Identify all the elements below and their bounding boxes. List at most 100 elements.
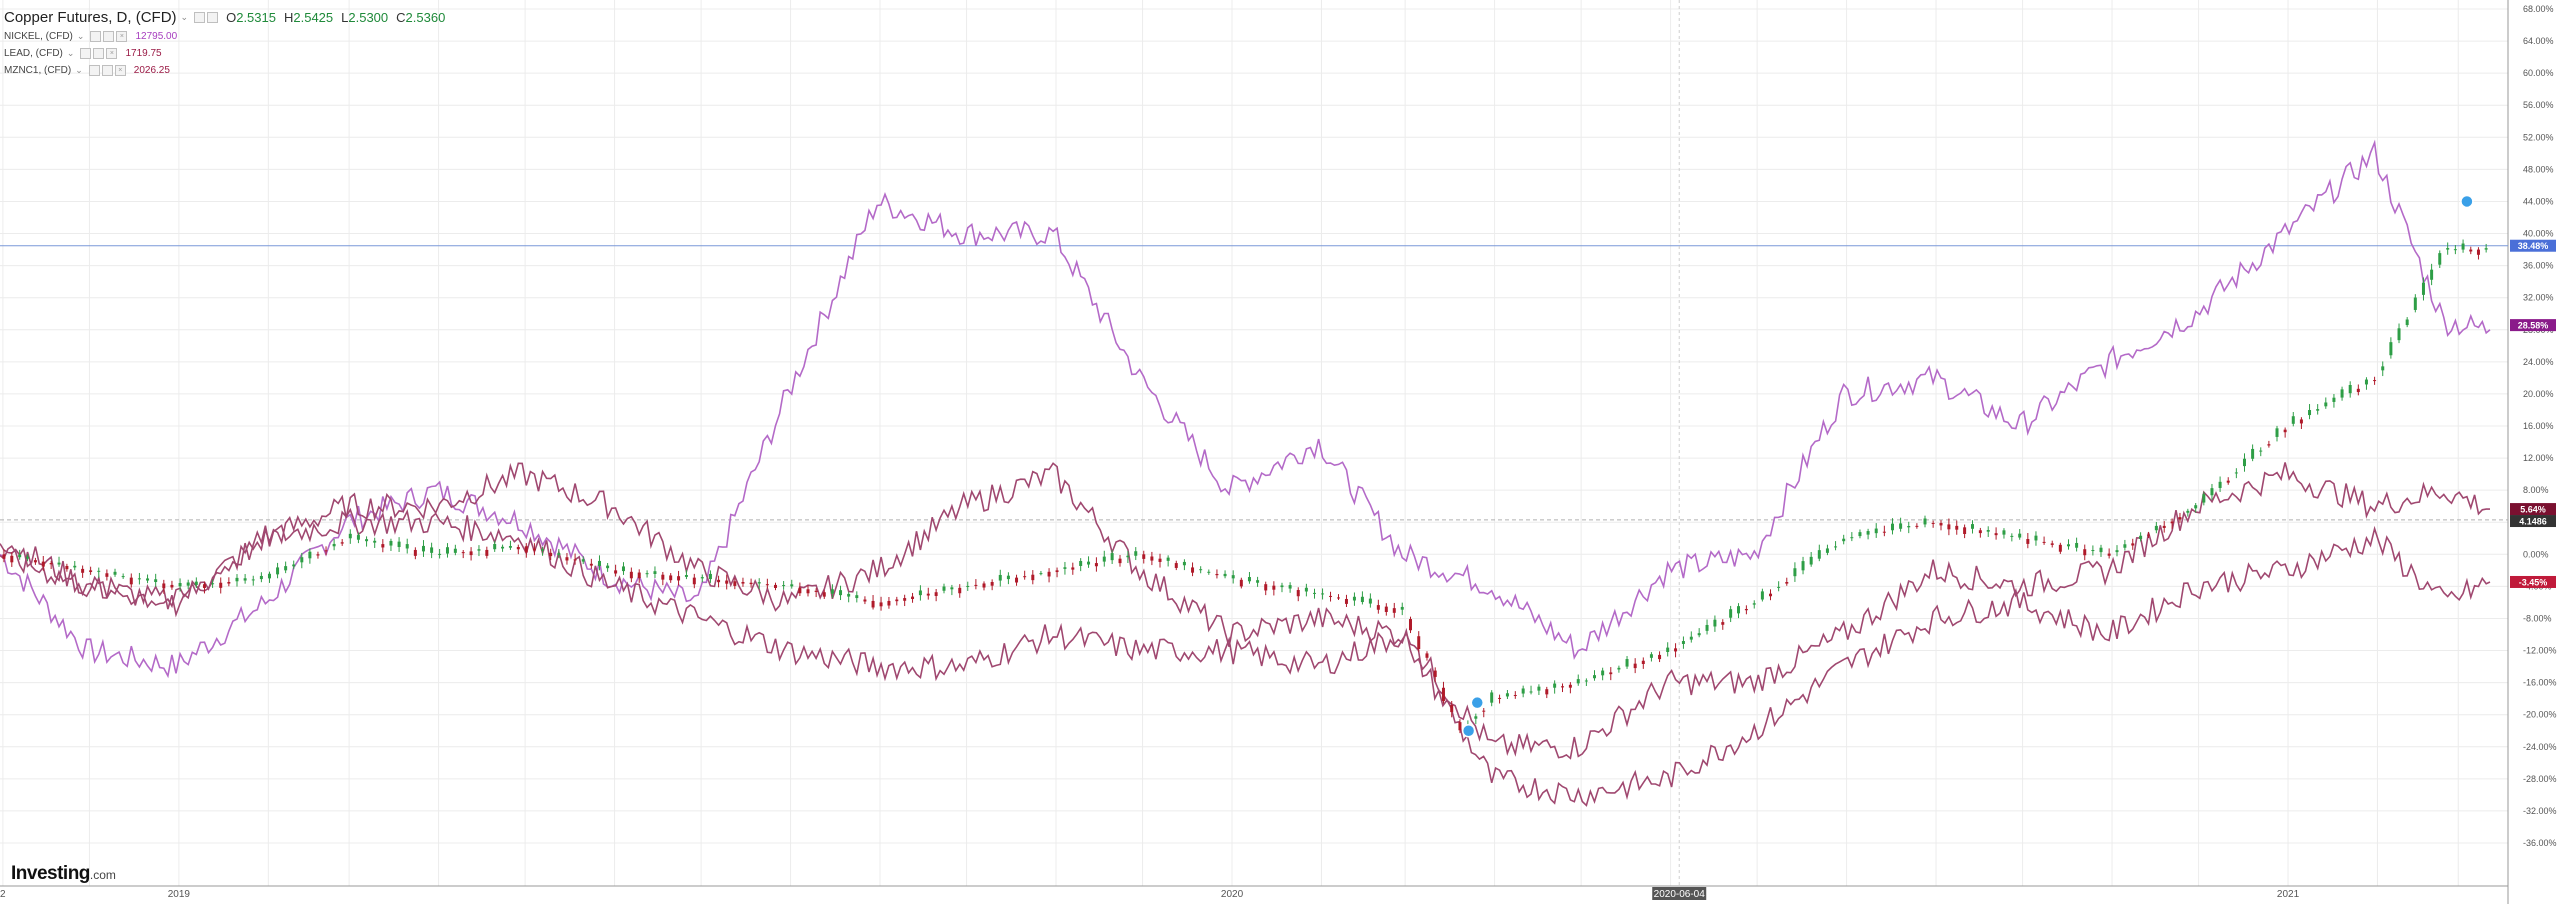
candle-body bbox=[2461, 243, 2465, 250]
candle-body bbox=[501, 546, 505, 549]
candle-body bbox=[2324, 402, 2328, 407]
candle-body bbox=[1970, 524, 1974, 529]
visibility-icon[interactable] bbox=[194, 11, 206, 23]
legend-zinc-row: MZNC1, (CFD) ⌄ × 2026.25 bbox=[4, 62, 453, 79]
candle-body bbox=[438, 553, 442, 555]
candle-body bbox=[1376, 605, 1380, 610]
candle-body bbox=[597, 560, 601, 566]
candle-body bbox=[847, 593, 851, 597]
candle-body bbox=[1223, 573, 1227, 577]
series-controls: × bbox=[88, 65, 128, 76]
candle-body bbox=[830, 589, 834, 594]
candle-body bbox=[1079, 560, 1083, 566]
candle-body bbox=[2091, 550, 2095, 552]
candle-body bbox=[1482, 710, 1486, 712]
close-icon[interactable]: × bbox=[106, 48, 118, 59]
candle-body bbox=[2018, 533, 2022, 538]
candle-body bbox=[1785, 582, 1789, 584]
candle-body bbox=[332, 543, 336, 547]
open-value: O2.5315 bbox=[226, 9, 276, 25]
chevron-down-icon[interactable]: ⌄ bbox=[75, 65, 83, 75]
candle-body bbox=[1760, 591, 1764, 600]
candle-body bbox=[2283, 429, 2287, 433]
candle-body bbox=[1978, 530, 1982, 534]
candle-body bbox=[839, 590, 843, 596]
candle-body bbox=[1744, 608, 1748, 611]
y-tick-label: 16.00% bbox=[2523, 421, 2554, 431]
x-tick-label: 2019 bbox=[168, 889, 191, 900]
candle-body bbox=[1890, 523, 1894, 531]
candle-body bbox=[2170, 521, 2174, 524]
zinc-symbol-label[interactable]: MZNC1, (CFD) bbox=[4, 65, 72, 76]
candle-body bbox=[300, 557, 304, 563]
candle-body bbox=[1094, 563, 1098, 567]
copper-badge-box bbox=[2510, 239, 2556, 252]
close-icon[interactable]: × bbox=[116, 31, 128, 42]
candle-body bbox=[1360, 596, 1364, 603]
candle-body bbox=[259, 575, 263, 580]
candle-body bbox=[2234, 472, 2238, 474]
visibility-icon[interactable] bbox=[88, 65, 100, 76]
candle-body bbox=[1102, 556, 1106, 562]
candle-body bbox=[2178, 517, 2182, 520]
settings-icon[interactable] bbox=[207, 11, 219, 23]
event-marker-icon[interactable] bbox=[2460, 194, 2474, 209]
candle-body bbox=[2210, 488, 2214, 496]
candle-body bbox=[1955, 525, 1959, 530]
candle-body bbox=[2316, 409, 2320, 411]
settings-icon[interactable] bbox=[103, 31, 115, 42]
chevron-down-icon[interactable]: ⌄ bbox=[76, 31, 85, 41]
candle-body bbox=[485, 549, 489, 556]
candle-body bbox=[773, 584, 777, 588]
candle-body bbox=[1031, 574, 1035, 581]
candle-body bbox=[178, 583, 182, 587]
candle-body bbox=[1166, 557, 1170, 561]
candle-body bbox=[1576, 679, 1580, 684]
candle-body bbox=[1697, 633, 1701, 636]
visibility-icon[interactable] bbox=[80, 48, 92, 59]
candle-body bbox=[1408, 619, 1412, 631]
candle-body bbox=[1368, 598, 1372, 604]
settings-icon[interactable] bbox=[93, 48, 105, 59]
close-icon[interactable]: × bbox=[114, 65, 126, 76]
candle-body bbox=[2291, 416, 2295, 424]
lead-symbol-label[interactable]: LEAD, (CFD) bbox=[4, 48, 63, 59]
candle-body bbox=[430, 547, 434, 553]
copper-ref-badge-label: 4.1486 bbox=[2519, 517, 2547, 527]
y-tick-label: 52.00% bbox=[2523, 132, 2554, 142]
candle-body bbox=[806, 589, 810, 594]
candle-body bbox=[1433, 670, 1437, 677]
candle-body bbox=[267, 573, 271, 579]
candle-body bbox=[1313, 592, 1317, 594]
visibility-icon[interactable] bbox=[90, 31, 102, 42]
candle-body bbox=[1231, 575, 1235, 579]
candle-body bbox=[822, 592, 826, 597]
candle-body bbox=[57, 562, 61, 565]
candle-body bbox=[493, 544, 497, 550]
candle-body bbox=[606, 565, 610, 569]
candle-body bbox=[855, 595, 859, 599]
candle-body bbox=[1256, 580, 1260, 583]
candle-body bbox=[2026, 538, 2030, 544]
candle-body bbox=[2162, 525, 2166, 528]
event-marker-icon[interactable] bbox=[1470, 695, 1485, 710]
candle-body bbox=[2308, 410, 2312, 416]
candle-body bbox=[89, 570, 93, 572]
candle-body bbox=[765, 584, 769, 586]
candle-body bbox=[1174, 563, 1178, 568]
main-symbol-label[interactable]: Copper Futures, D, (CFD) bbox=[4, 8, 177, 26]
settings-icon[interactable] bbox=[101, 65, 113, 76]
chevron-down-icon[interactable]: ⌄ bbox=[180, 11, 189, 22]
nickel-symbol-label[interactable]: NICKEL, (CFD) bbox=[4, 31, 73, 42]
series-controls: × bbox=[80, 48, 119, 59]
event-marker-icon[interactable] bbox=[1461, 723, 1476, 738]
chevron-down-icon[interactable]: ⌄ bbox=[66, 48, 75, 58]
candle-body bbox=[950, 587, 954, 590]
candle-body bbox=[549, 552, 553, 557]
candle-body bbox=[1658, 654, 1662, 660]
candle-body bbox=[121, 576, 125, 578]
candle-body bbox=[1793, 568, 1797, 577]
candle-body bbox=[895, 599, 899, 602]
candle-body bbox=[541, 549, 545, 551]
